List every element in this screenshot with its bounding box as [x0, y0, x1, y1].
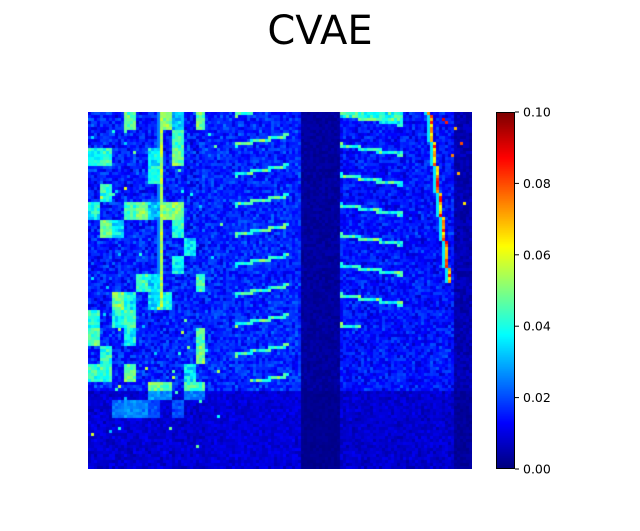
colorbar-tick-label: 0.08 — [523, 176, 551, 191]
colorbar-tick-label: 0.04 — [523, 319, 551, 334]
heatmap-plot — [88, 112, 472, 469]
colorbar — [496, 112, 515, 469]
chart-title: CVAE — [267, 8, 373, 54]
colorbar-tick-label: 0.06 — [523, 247, 551, 262]
colorbar-tick-label: 0.10 — [523, 105, 551, 120]
colorbar-tick-label: 0.02 — [523, 390, 551, 405]
colorbar-tick-label: 0.00 — [523, 462, 551, 477]
